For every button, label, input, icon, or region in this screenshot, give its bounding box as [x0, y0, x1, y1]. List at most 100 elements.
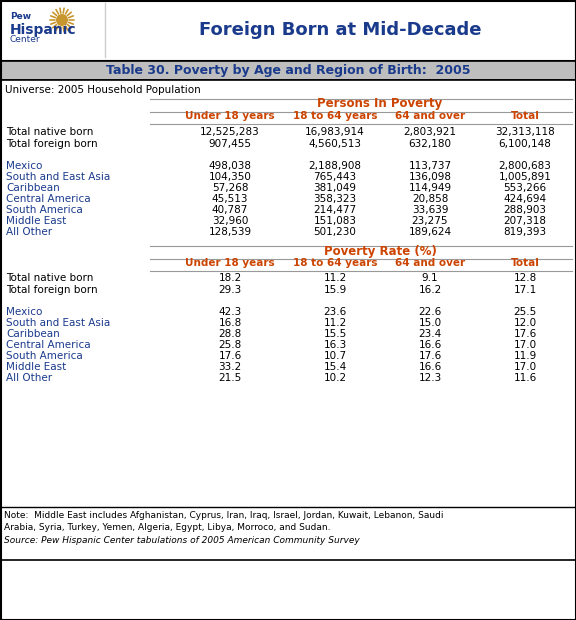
Text: 23,275: 23,275 — [412, 216, 448, 226]
Text: Center: Center — [10, 35, 41, 44]
Text: 64 and over: 64 and over — [395, 111, 465, 121]
Text: Caribbean: Caribbean — [6, 329, 60, 339]
Text: 4,560,513: 4,560,513 — [309, 139, 362, 149]
Text: 18.2: 18.2 — [218, 273, 241, 283]
Text: 113,737: 113,737 — [408, 161, 452, 171]
Text: Total: Total — [510, 111, 540, 121]
Text: Total native born: Total native born — [6, 127, 93, 137]
Text: 15.5: 15.5 — [323, 329, 347, 339]
Text: Total native born: Total native born — [6, 273, 93, 283]
Text: Note:  Middle East includes Afghanistan, Cyprus, Iran, Iraq, Israel, Jordan, Kuw: Note: Middle East includes Afghanistan, … — [4, 511, 444, 520]
Text: 42.3: 42.3 — [218, 307, 241, 317]
Text: 17.0: 17.0 — [513, 362, 537, 372]
Bar — [0, 61, 576, 80]
Text: Persons In Poverty: Persons In Poverty — [317, 97, 442, 110]
Text: 17.6: 17.6 — [513, 329, 537, 339]
Text: South and East Asia: South and East Asia — [6, 318, 110, 328]
Text: 32,313,118: 32,313,118 — [495, 127, 555, 137]
Text: 11.6: 11.6 — [513, 373, 537, 383]
Text: Under 18 years: Under 18 years — [185, 258, 275, 268]
Text: Mexico: Mexico — [6, 161, 43, 171]
Text: 2,803,921: 2,803,921 — [404, 127, 457, 137]
Text: 151,083: 151,083 — [313, 216, 357, 226]
Text: 25.5: 25.5 — [513, 307, 537, 317]
Text: 32,960: 32,960 — [212, 216, 248, 226]
Text: Caribbean: Caribbean — [6, 183, 60, 193]
Text: 288,903: 288,903 — [503, 205, 547, 215]
Text: Middle East: Middle East — [6, 362, 66, 372]
Text: Total foreign born: Total foreign born — [6, 285, 97, 295]
Text: 17.6: 17.6 — [218, 351, 241, 361]
Text: 23.4: 23.4 — [418, 329, 442, 339]
Text: South and East Asia: South and East Asia — [6, 172, 110, 182]
Text: 28.8: 28.8 — [218, 329, 241, 339]
Text: Source: Pew Hispanic Center tabulations of 2005 American Community Survey: Source: Pew Hispanic Center tabulations … — [4, 536, 360, 545]
Text: 11.2: 11.2 — [323, 273, 347, 283]
Text: 6,100,148: 6,100,148 — [499, 139, 551, 149]
Text: Foreign Born at Mid-Decade: Foreign Born at Mid-Decade — [199, 21, 482, 39]
Text: 16,983,914: 16,983,914 — [305, 127, 365, 137]
Text: 18 to 64 years: 18 to 64 years — [293, 111, 377, 121]
Text: 16.6: 16.6 — [418, 340, 442, 350]
Text: 16.2: 16.2 — [418, 285, 442, 295]
Text: 136,098: 136,098 — [408, 172, 452, 182]
Text: 114,949: 114,949 — [408, 183, 452, 193]
Text: 214,477: 214,477 — [313, 205, 357, 215]
Text: 16.8: 16.8 — [218, 318, 241, 328]
Text: Hispanic: Hispanic — [10, 23, 77, 37]
Text: 16.6: 16.6 — [418, 362, 442, 372]
Text: South America: South America — [6, 205, 83, 215]
Text: 1,005,891: 1,005,891 — [499, 172, 551, 182]
Text: Mexico: Mexico — [6, 307, 43, 317]
Text: 104,350: 104,350 — [209, 172, 252, 182]
Text: South America: South America — [6, 351, 83, 361]
Text: 128,539: 128,539 — [209, 227, 252, 237]
Text: 189,624: 189,624 — [408, 227, 452, 237]
Text: 553,266: 553,266 — [503, 183, 547, 193]
Text: 10.2: 10.2 — [324, 373, 347, 383]
Text: 632,180: 632,180 — [408, 139, 452, 149]
Text: 21.5: 21.5 — [218, 373, 241, 383]
Text: 40,787: 40,787 — [212, 205, 248, 215]
Text: All Other: All Other — [6, 227, 52, 237]
Text: 10.7: 10.7 — [324, 351, 347, 361]
Bar — [0, 0, 576, 61]
Text: Total: Total — [510, 258, 540, 268]
Text: Central America: Central America — [6, 340, 90, 350]
Text: Universe: 2005 Household Population: Universe: 2005 Household Population — [5, 85, 201, 95]
Text: 2,800,683: 2,800,683 — [499, 161, 551, 171]
Text: 23.6: 23.6 — [323, 307, 347, 317]
Text: 57,268: 57,268 — [212, 183, 248, 193]
Text: All Other: All Other — [6, 373, 52, 383]
Text: Poverty Rate (%): Poverty Rate (%) — [324, 244, 437, 257]
Text: 11.9: 11.9 — [513, 351, 537, 361]
Text: 424,694: 424,694 — [503, 194, 547, 204]
Text: 2,188,908: 2,188,908 — [309, 161, 362, 171]
Text: 498,038: 498,038 — [209, 161, 252, 171]
Text: 381,049: 381,049 — [313, 183, 357, 193]
Text: 17.0: 17.0 — [513, 340, 537, 350]
Text: 33,639: 33,639 — [412, 205, 448, 215]
Text: 12.3: 12.3 — [418, 373, 442, 383]
Text: 33.2: 33.2 — [218, 362, 241, 372]
Text: 18 to 64 years: 18 to 64 years — [293, 258, 377, 268]
Text: Arabia, Syria, Turkey, Yemen, Algeria, Egypt, Libya, Morroco, and Sudan.: Arabia, Syria, Turkey, Yemen, Algeria, E… — [4, 523, 331, 532]
Text: Under 18 years: Under 18 years — [185, 111, 275, 121]
Text: 45,513: 45,513 — [212, 194, 248, 204]
Text: 64 and over: 64 and over — [395, 258, 465, 268]
Text: 15.4: 15.4 — [323, 362, 347, 372]
Text: 358,323: 358,323 — [313, 194, 357, 204]
Text: 501,230: 501,230 — [313, 227, 357, 237]
Text: 15.0: 15.0 — [418, 318, 442, 328]
Text: 819,393: 819,393 — [503, 227, 547, 237]
Text: 16.3: 16.3 — [323, 340, 347, 350]
Text: 765,443: 765,443 — [313, 172, 357, 182]
Text: 20,858: 20,858 — [412, 194, 448, 204]
Text: 12,525,283: 12,525,283 — [200, 127, 260, 137]
Text: 12.8: 12.8 — [513, 273, 537, 283]
Text: 12.0: 12.0 — [513, 318, 537, 328]
Text: 907,455: 907,455 — [209, 139, 252, 149]
Text: Total foreign born: Total foreign born — [6, 139, 97, 149]
Text: 17.1: 17.1 — [513, 285, 537, 295]
Bar — [0, 80, 576, 560]
